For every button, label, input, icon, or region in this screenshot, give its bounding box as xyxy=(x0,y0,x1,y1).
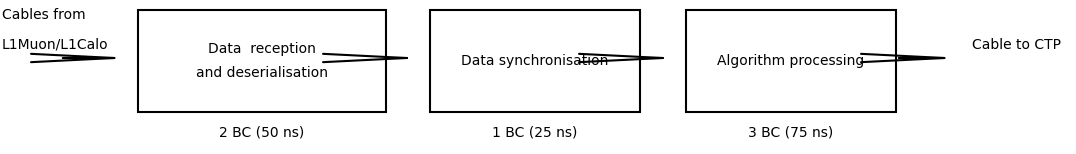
Text: Data  reception: Data reception xyxy=(208,42,316,56)
Text: and deserialisation: and deserialisation xyxy=(196,66,328,80)
Text: 3 BC (75 ns): 3 BC (75 ns) xyxy=(749,126,834,140)
Text: Data synchronisation: Data synchronisation xyxy=(462,54,609,68)
Text: Algorithm processing: Algorithm processing xyxy=(718,54,865,68)
Text: 2 BC (50 ns): 2 BC (50 ns) xyxy=(220,126,305,140)
Text: L1Muon/L1Calo: L1Muon/L1Calo xyxy=(2,38,109,52)
Text: Cables from: Cables from xyxy=(2,8,86,22)
Bar xyxy=(686,10,896,112)
Text: 1 BC (25 ns): 1 BC (25 ns) xyxy=(493,126,578,140)
Text: Cable to CTP: Cable to CTP xyxy=(972,38,1061,52)
Bar xyxy=(138,10,386,112)
Bar xyxy=(430,10,640,112)
